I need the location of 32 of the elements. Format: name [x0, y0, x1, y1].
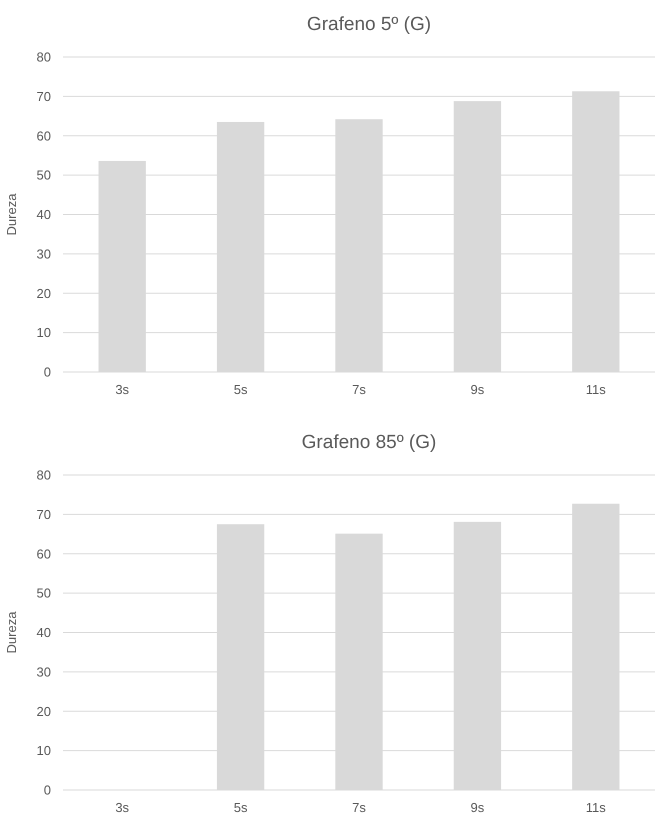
x-tick-label: 5s — [234, 382, 248, 397]
y-tick-label: 80 — [36, 468, 51, 483]
y-tick-label: 40 — [36, 207, 51, 222]
y-tick-label: 60 — [36, 546, 51, 562]
y-tick-label: 60 — [36, 128, 51, 144]
y-tick-label: 70 — [36, 506, 51, 522]
x-tick-label: 3s — [115, 800, 130, 815]
y-axis-title: Dureza — [4, 192, 19, 236]
chart-title: Grafeno 5º (G) — [306, 14, 432, 35]
x-tick-label: 3s — [115, 382, 130, 397]
y-tick-label: 30 — [36, 246, 51, 262]
x-tick-label: 5s — [234, 800, 248, 815]
x-tick-label: 11s — [586, 382, 606, 397]
y-tick-label: 0 — [44, 364, 51, 380]
x-tick-label: 7s — [352, 382, 366, 397]
y-axis-title: Dureza — [4, 610, 19, 654]
y-tick-label: 10 — [36, 743, 51, 758]
x-tick-label: 9s — [470, 382, 485, 397]
y-tick-label: 20 — [36, 286, 51, 301]
y-tick-label: 30 — [36, 664, 51, 680]
y-tick-label: 50 — [36, 586, 51, 601]
y-tick-label: 0 — [44, 782, 51, 798]
x-tick-label: 7s — [352, 800, 366, 815]
y-tick-label: 70 — [36, 88, 51, 104]
x-tick-label: 9s — [470, 800, 485, 815]
y-tick-label: 50 — [36, 168, 51, 183]
y-tick-label: 40 — [36, 625, 51, 640]
y-tick-label: 20 — [36, 704, 51, 719]
y-tick-label: 10 — [36, 325, 51, 340]
y-tick-label: 80 — [36, 50, 51, 65]
x-tick-label: 11s — [586, 800, 606, 815]
chart-title: Grafeno 85º (G) — [302, 432, 436, 453]
